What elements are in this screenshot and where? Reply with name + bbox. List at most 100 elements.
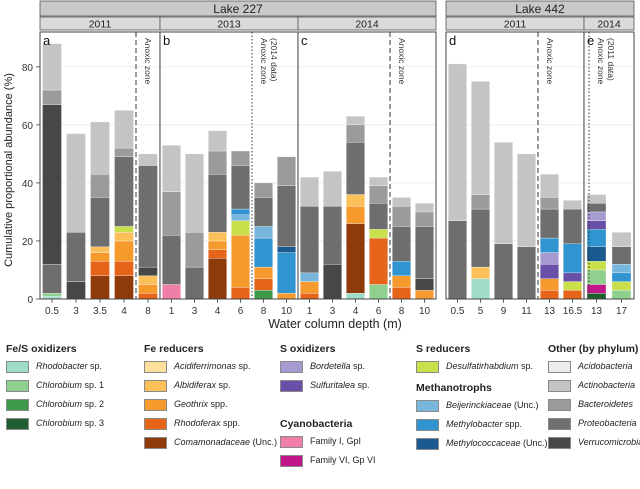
legend-swatch (416, 419, 439, 431)
bar-segment (369, 229, 388, 239)
legend-group-title: Methanotrophs (416, 382, 492, 394)
bar-segment (346, 142, 365, 195)
bar-segment (586, 269, 607, 285)
bar-segment (138, 153, 158, 166)
legend-taxon-name: Acidobacteria (578, 361, 633, 371)
bar-segment (540, 237, 559, 253)
bar-segment (138, 275, 158, 285)
legend-swatch (144, 399, 167, 411)
anoxic-zone-label: Anoxic zone (397, 38, 407, 85)
bar-segment (138, 284, 158, 294)
legend-group-title: Other (by phylum) (548, 343, 639, 355)
bar-segment (323, 264, 342, 300)
bar-segment (563, 272, 582, 282)
bar-segment (42, 43, 62, 91)
legend-label: Chlorobium sp. 3 (36, 418, 104, 428)
legend-taxon-name: Proteobacteria (578, 418, 637, 428)
bar-segment (90, 246, 110, 253)
legend-label: Chlorobium sp. 1 (36, 380, 104, 390)
bar-segment (369, 284, 388, 300)
legend-swatch (280, 455, 303, 467)
bar-segment (231, 208, 250, 215)
bar-segment (300, 176, 319, 207)
legend-taxon-name: Verrucomicrobia (578, 437, 640, 447)
x-tick-label: 6 (238, 306, 244, 317)
bar-segment (346, 124, 365, 143)
legend-taxon-suffix: sp. 1 (82, 380, 105, 390)
bar-segment (586, 211, 607, 221)
bar-segment (138, 293, 158, 300)
legend-taxon-name: Sulfuritalea (310, 380, 356, 390)
bar-segment (563, 200, 582, 210)
x-tick-label: 8 (399, 306, 405, 317)
legend-swatch (416, 400, 439, 412)
bar-segment (540, 197, 559, 210)
bar-segment (208, 150, 227, 175)
bar-segment (415, 290, 434, 300)
x-axis-label: Water column depth (m) (268, 317, 402, 331)
bar-segment (114, 147, 134, 157)
bar-segment (494, 243, 513, 300)
bar-segment (90, 261, 110, 276)
legend-group-title: Fe/S oxidizers (6, 343, 77, 355)
legend-label: Acidiferrimonas sp. (174, 361, 251, 371)
bar-segment (277, 185, 296, 247)
legend-swatch (144, 418, 167, 430)
y-tick-label: 80 (22, 63, 34, 74)
bar-segment (323, 205, 342, 265)
legend-taxon-suffix: sp. (236, 361, 251, 371)
legend-taxon-suffix: sp. (518, 361, 534, 371)
bar-segment (540, 290, 559, 300)
bar-segment (300, 205, 319, 274)
x-tick-label: 16.5 (563, 306, 583, 317)
bar-segment (346, 293, 365, 300)
bar-segment (208, 258, 227, 300)
x-tick-label: 13 (544, 306, 556, 317)
legend-swatch (548, 361, 571, 373)
legend-taxon-suffix: Family I, GpI (310, 436, 362, 446)
x-tick-label: 13 (591, 306, 603, 317)
bar-segment (208, 174, 227, 233)
legend-taxon-suffix: sp. (216, 380, 231, 390)
legend-group-title: S oxidizers (280, 343, 336, 355)
bar-segment (563, 208, 582, 245)
bar-segment (254, 278, 273, 291)
bar-segment (392, 205, 411, 227)
legend-taxon-suffix: sp. (355, 380, 370, 390)
bar-segment (208, 232, 227, 242)
bar-segment (162, 191, 181, 236)
legend-label: Methylobacter spp. (446, 419, 522, 429)
x-tick-label: 10 (419, 306, 431, 317)
anoxic-zone-label: Anoxic zone (143, 38, 153, 85)
panel-background (160, 32, 298, 299)
legend-taxon-name: Albidiferax (174, 380, 217, 390)
panel-letter: c (301, 33, 308, 48)
y-tick-label: 0 (27, 295, 33, 306)
bar-segment (415, 203, 434, 213)
bar-segment (471, 208, 490, 268)
bar-segment (471, 278, 490, 300)
legend-taxon-name: Desulfatirhabdium (446, 361, 519, 371)
y-tick-label: 40 (22, 179, 34, 190)
bar-segment (494, 142, 513, 245)
bar-segment (185, 232, 204, 268)
year-label: 2013 (217, 19, 241, 31)
legend-taxon-name: Beijerinckiaceae (446, 400, 512, 410)
anoxic-zone-label: (2014 data) (269, 38, 279, 82)
bar-segment (586, 284, 607, 294)
legend-group-title: Fe reducers (144, 343, 204, 355)
legend-label: Sulfuritalea sp. (310, 380, 370, 390)
stacked-bar-figure: Cumulative proportional abundance (%) Wa… (3, 0, 635, 331)
bar-segment (540, 278, 559, 291)
legend-taxon-suffix: spp. (208, 399, 228, 409)
legend-swatch (144, 437, 167, 449)
x-tick-label: 4 (215, 306, 221, 317)
legend-taxon-name: Chlorobium (36, 418, 83, 428)
bar-segment (162, 145, 181, 192)
legend-label: Methylococcaceae (Unc.) (446, 438, 548, 448)
legend-swatch (548, 418, 571, 430)
bar-segment (90, 275, 110, 300)
legend-taxon-suffix: (Unc.) (520, 438, 548, 448)
panel-border (583, 31, 635, 300)
panel-border (297, 31, 437, 300)
